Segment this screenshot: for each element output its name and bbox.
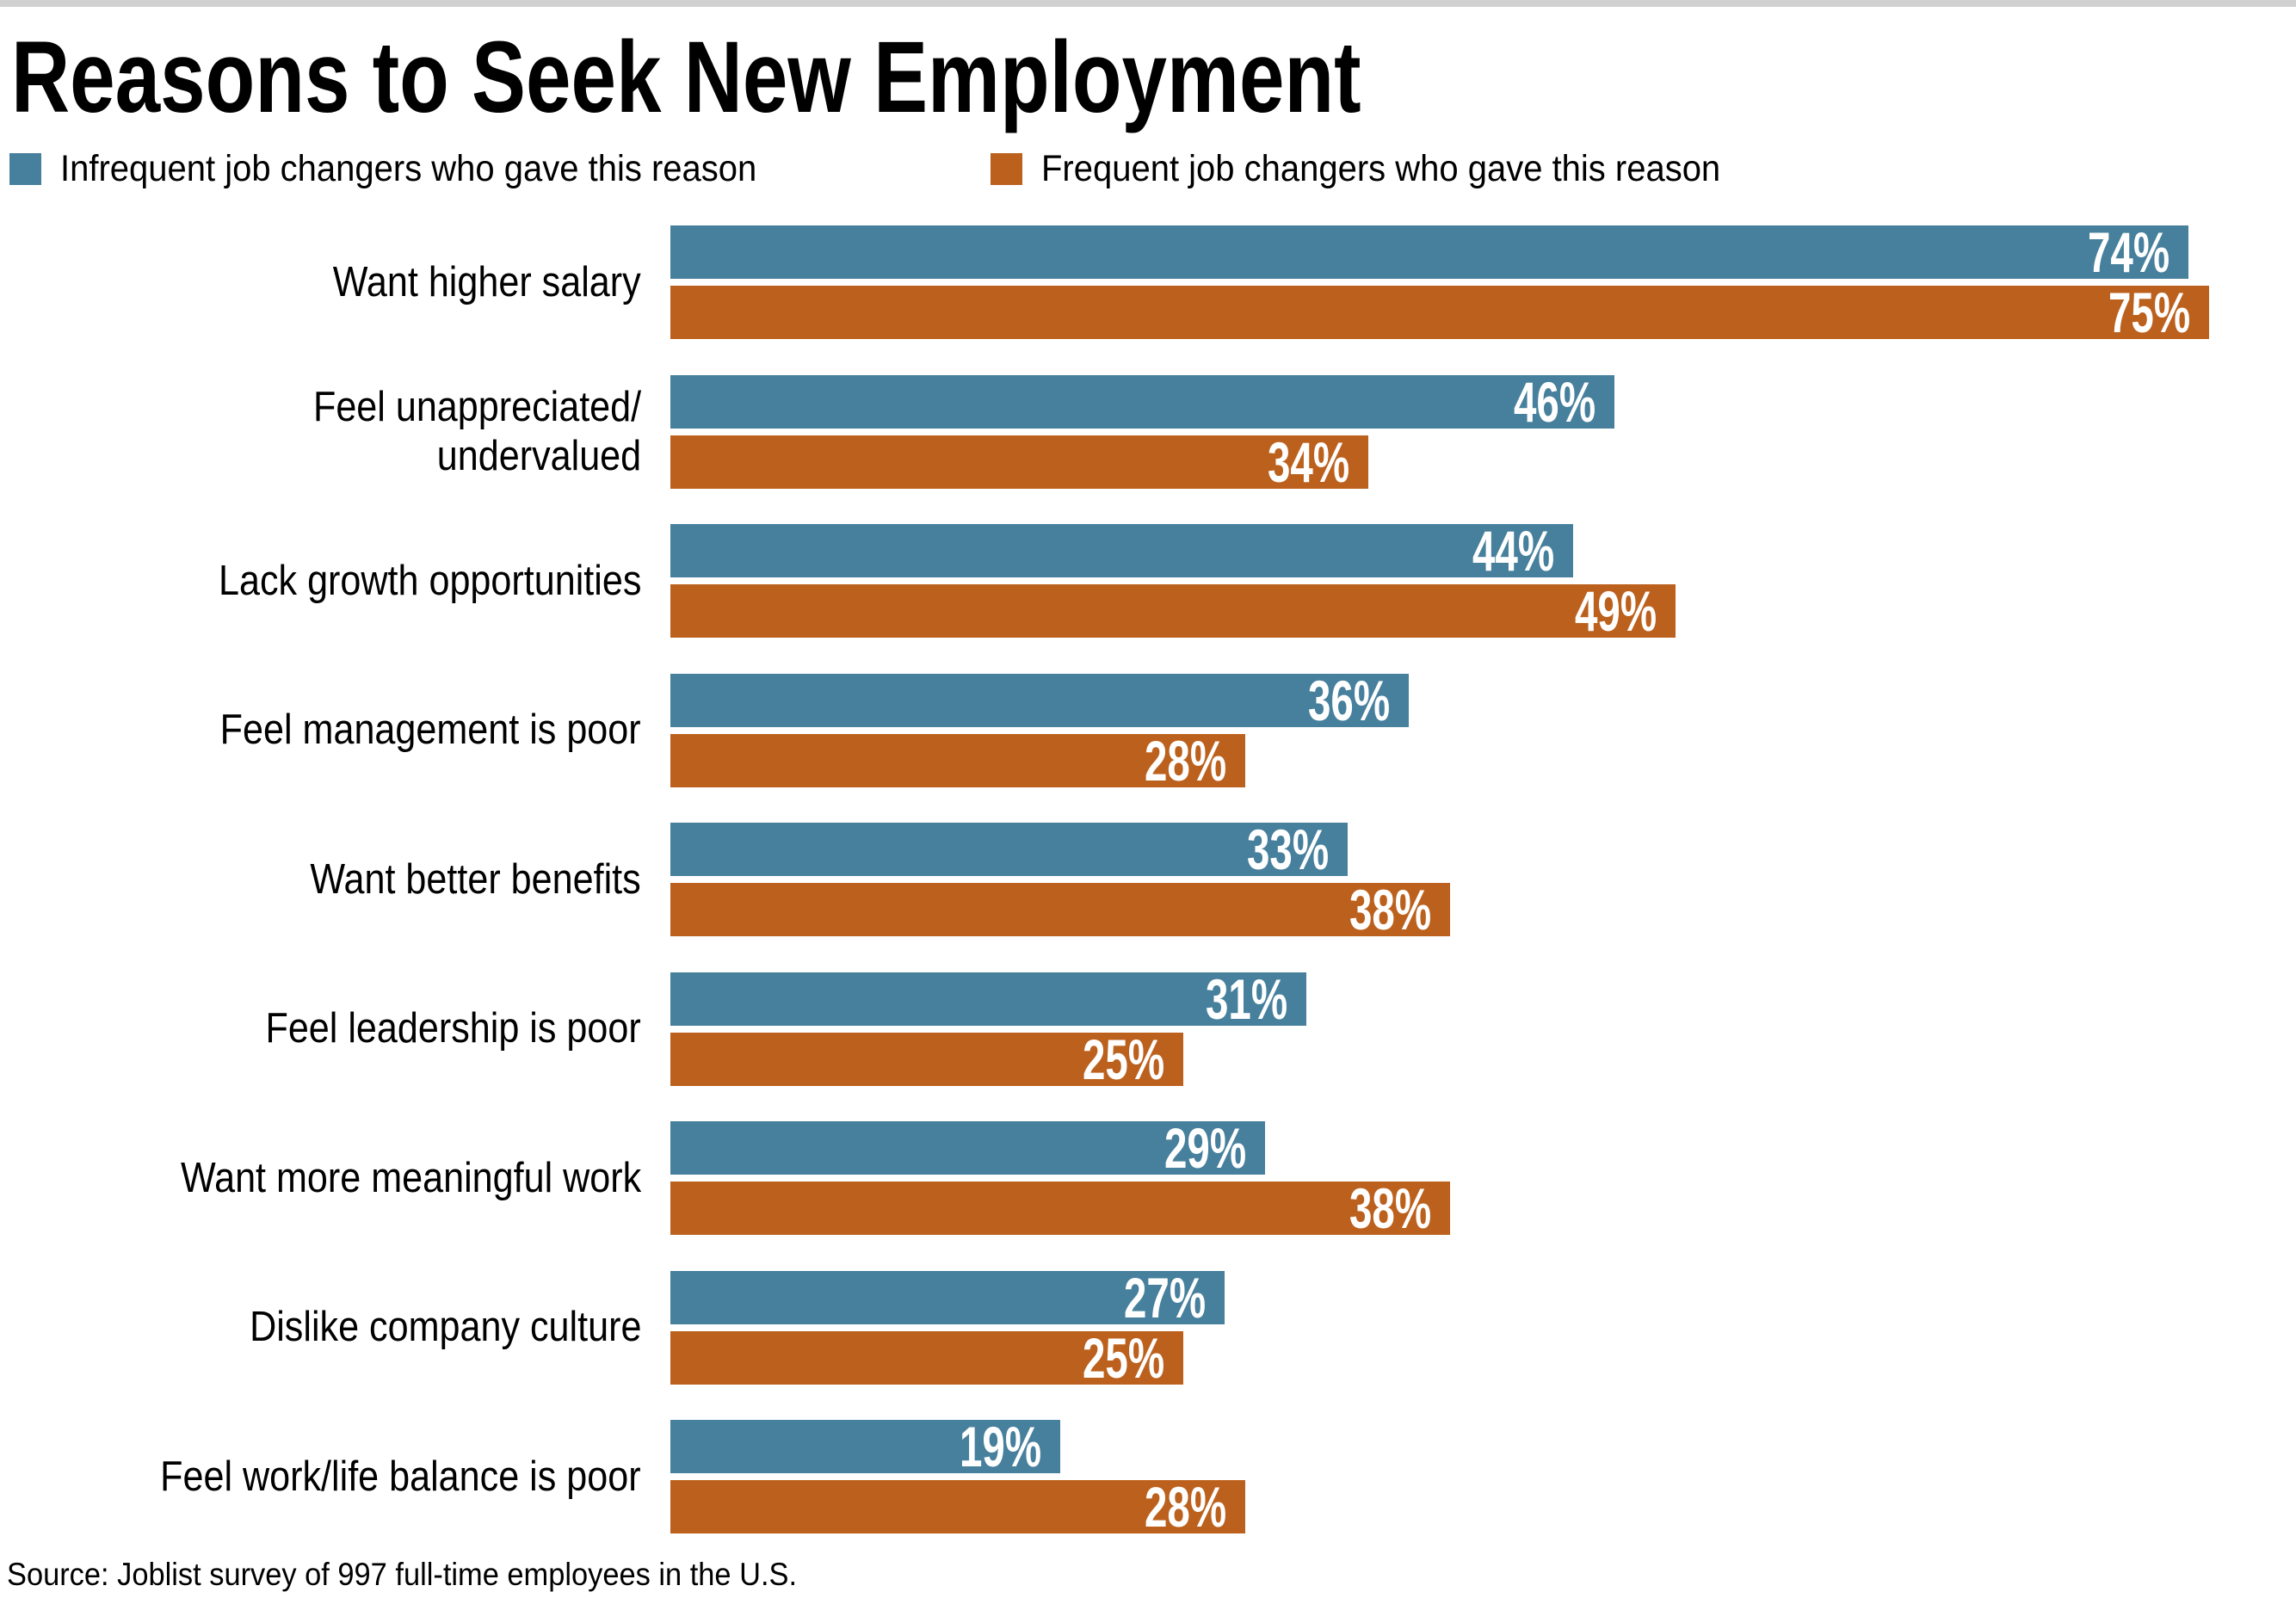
chart-row: Want more meaningful work 29% 38%	[0, 1116, 2296, 1240]
category-label: Lack growth opportunities	[0, 524, 641, 638]
bar-value-label: 44%	[1472, 519, 1554, 583]
bar-value-label: 46%	[1513, 369, 1595, 434]
legend-swatch-infrequent	[9, 152, 41, 185]
top-border-strip	[0, 0, 2296, 7]
chart-row: Feel unappreciated/ undervalued 46% 34%	[0, 369, 2296, 494]
bar-value-label: 33%	[1246, 818, 1329, 881]
category-label: Feel leadership is poor	[0, 972, 641, 1086]
legend-label-frequent: Frequent job changers who gave this reas…	[1041, 147, 1721, 189]
bar-infrequent: 74%	[670, 220, 2188, 284]
category-label: Feel unappreciated/ undervalued	[0, 375, 641, 489]
bar-frequent: 38%	[670, 878, 1450, 941]
category-label-text: Dislike company culture	[249, 1304, 641, 1350]
bar-value-label: 36%	[1307, 668, 1390, 732]
bar-infrequent: 19%	[670, 1415, 1060, 1478]
bar-value-label: 28%	[1144, 728, 1226, 793]
bar-frequent: 75%	[670, 281, 2209, 344]
bar-frequent: 28%	[670, 728, 1245, 793]
bar-value-label: 49%	[1574, 579, 1657, 643]
chart-row: Feel management is poor 36% 28%	[0, 668, 2296, 793]
category-label-text: Want better benefits	[310, 855, 641, 903]
chart-row: Lack growth opportunities 44% 49%	[0, 519, 2296, 643]
chart-title: Reasons to Seek New Employment	[11, 21, 1699, 134]
chart-row: Want higher salary 74% 75%	[0, 220, 2296, 344]
bar-infrequent: 27%	[670, 1265, 1225, 1330]
category-label-text: Lack growth opportunities	[218, 557, 641, 604]
bar-value-label: 29%	[1163, 1116, 1246, 1180]
bar-frequent: 25%	[670, 1325, 1183, 1390]
bar-infrequent: 46%	[670, 369, 1614, 434]
chart-row: Dislike company culture 27% 25%	[0, 1265, 2296, 1390]
category-label-text: Want more meaningful work	[180, 1154, 641, 1201]
chart-row: Feel work/life balance is poor 19% 28%	[0, 1415, 2296, 1539]
chart-row: Feel leadership is poor 31% 25%	[0, 966, 2296, 1091]
category-label: Feel management is poor	[0, 674, 641, 787]
bar-infrequent: 33%	[670, 818, 1348, 881]
bar-infrequent: 36%	[670, 668, 1409, 732]
category-label: Want better benefits	[0, 823, 641, 936]
bar-frequent: 38%	[670, 1176, 1450, 1240]
bar-frequent: 25%	[670, 1027, 1183, 1091]
legend-item-frequent: Frequent job changers who gave this reas…	[991, 148, 1772, 189]
bar-value-label: 38%	[1349, 1176, 1431, 1240]
source-note: Source: Joblist survey of 997 full-time …	[7, 1557, 798, 1592]
bar-value-label: 19%	[959, 1415, 1041, 1478]
bar-infrequent: 29%	[670, 1116, 1265, 1180]
category-label-text: Want higher salary	[333, 258, 641, 305]
category-label: Feel work/life balance is poor	[0, 1420, 641, 1533]
bar-frequent: 28%	[670, 1475, 1245, 1539]
bar-frequent: 49%	[670, 579, 1676, 643]
category-label: Dislike company culture	[0, 1271, 641, 1385]
bar-value-label: 27%	[1123, 1265, 1206, 1330]
bar-value-label: 34%	[1267, 429, 1349, 494]
bar-frequent: 34%	[670, 429, 1368, 494]
category-label-text: Feel management is poor	[220, 706, 641, 753]
legend-item-infrequent: Infrequent job changers who gave this re…	[9, 148, 809, 189]
category-label-text: Feel work/life balance is poor	[160, 1453, 641, 1500]
bar-value-label: 25%	[1082, 1325, 1164, 1390]
category-label: Want higher salary	[0, 225, 641, 339]
bar-value-label: 38%	[1349, 878, 1431, 941]
bar-value-label: 31%	[1205, 966, 1287, 1031]
category-label-text: Feel unappreciated/ undervalued	[312, 383, 641, 479]
bar-infrequent: 44%	[670, 519, 1573, 583]
category-label: Want more meaningful work	[0, 1121, 641, 1235]
bar-value-label: 28%	[1144, 1475, 1226, 1539]
bar-value-label: 25%	[1082, 1027, 1164, 1091]
chart-row: Want better benefits 33% 38%	[0, 818, 2296, 941]
bar-infrequent: 31%	[670, 966, 1306, 1031]
bar-value-label: 75%	[2108, 281, 2190, 344]
legend-swatch-frequent	[991, 152, 1022, 185]
category-label-text: Feel leadership is poor	[265, 1005, 641, 1052]
chart-title-text: Reasons to Seek New Employment	[11, 21, 1361, 134]
bar-value-label: 74%	[2087, 220, 2169, 284]
legend-label-infrequent: Infrequent job changers who gave this re…	[60, 147, 757, 189]
